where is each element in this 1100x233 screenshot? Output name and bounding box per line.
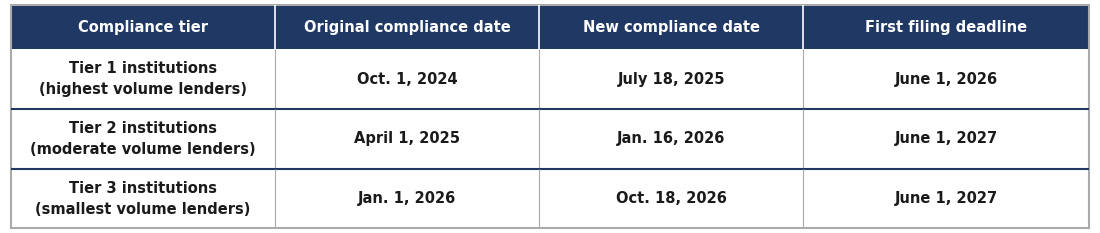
Bar (11, 169, 1089, 228)
Text: July 18, 2025: July 18, 2025 (617, 72, 725, 87)
Text: Original compliance date: Original compliance date (304, 20, 510, 34)
Text: Tier 3 institutions
(smallest volume lenders): Tier 3 institutions (smallest volume len… (35, 181, 251, 216)
Text: June 1, 2027: June 1, 2027 (894, 191, 998, 206)
Bar (11, 109, 1089, 169)
Bar (11, 5, 1089, 49)
Text: June 1, 2027: June 1, 2027 (894, 131, 998, 146)
Text: First filing deadline: First filing deadline (865, 20, 1027, 34)
Text: June 1, 2026: June 1, 2026 (894, 72, 998, 87)
Text: April 1, 2025: April 1, 2025 (354, 131, 460, 146)
Text: Compliance tier: Compliance tier (78, 20, 208, 34)
Text: New compliance date: New compliance date (583, 20, 760, 34)
Text: Jan. 16, 2026: Jan. 16, 2026 (617, 131, 726, 146)
Text: Tier 2 institutions
(moderate volume lenders): Tier 2 institutions (moderate volume len… (30, 121, 256, 157)
Text: Jan. 1, 2026: Jan. 1, 2026 (358, 191, 456, 206)
Text: Tier 1 institutions
(highest volume lenders): Tier 1 institutions (highest volume lend… (40, 61, 248, 97)
Bar (11, 49, 1089, 109)
Text: Oct. 1, 2024: Oct. 1, 2024 (356, 72, 458, 87)
Text: Oct. 18, 2026: Oct. 18, 2026 (616, 191, 727, 206)
